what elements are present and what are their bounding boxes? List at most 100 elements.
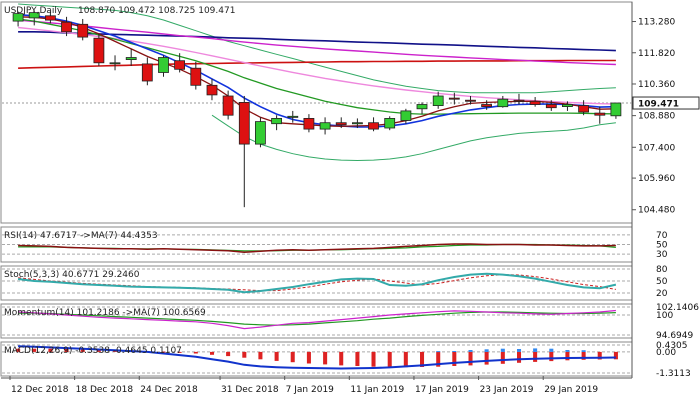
candle-body: [400, 110, 412, 121]
macd-level-label: 0.00: [656, 348, 676, 358]
macd-hist-bar: [226, 351, 231, 357]
rsi-level-label: 30: [656, 250, 668, 260]
candle-body: [206, 84, 218, 96]
bollinger-upper-line: [18, 3, 616, 94]
candle-body: [578, 105, 589, 113]
macd-line: [18, 345, 616, 370]
symbol-title: USDJPY,Daily: [4, 6, 63, 16]
candle-body: [416, 104, 428, 110]
price-tick-label: 108.880: [638, 112, 675, 122]
macd-hist-bar: [290, 351, 295, 363]
candle-body: [45, 15, 56, 21]
candle-body: [481, 104, 493, 107]
candle-body: [125, 57, 137, 60]
macd-hist-bar: [420, 351, 425, 367]
macd-pos-bar: [500, 348, 505, 352]
macd-hist-bar: [597, 351, 602, 360]
date-label: 17 Jan 2019: [415, 385, 469, 395]
macd-hist-bar: [533, 351, 538, 362]
candle-body: [465, 99, 476, 102]
ma-magenta-line: [18, 19, 616, 66]
macd-hist-bar: [387, 351, 392, 367]
rsi-level-label: 70: [656, 231, 668, 241]
macd-hist-bar: [452, 351, 457, 366]
macd-hist-bar: [355, 351, 360, 366]
macd-hist-bar: [468, 351, 473, 366]
price-tick-label: 107.400: [638, 143, 675, 153]
momentum-level-label: 100: [656, 311, 673, 321]
date-label: 31 Dec 2018: [221, 385, 279, 395]
macd-pos-bar: [468, 350, 473, 352]
macd-hist-bar: [613, 351, 618, 360]
date-label: 11 Jan 2019: [350, 385, 404, 395]
macd-level-label: -1.3113: [656, 369, 691, 379]
candle-body: [238, 102, 250, 145]
ma-blue-line: [18, 13, 616, 128]
ma-green-line: [18, 18, 616, 115]
candle-body: [368, 122, 379, 130]
price-tick-label: 105.960: [638, 174, 675, 184]
macd-hist-bar: [274, 351, 279, 361]
candle-body: [109, 62, 121, 65]
macd-pos-bar: [565, 350, 570, 352]
date-label: 12 Dec 2018: [11, 385, 69, 395]
macd-hist-bar: [581, 351, 586, 360]
stoch-k-line: [17, 272, 617, 294]
ohlc-readout: 108.870 109.472 108.725 109.471: [78, 6, 235, 16]
candle-body: [351, 122, 363, 125]
macd-hist-bar: [436, 351, 441, 367]
candle-body: [513, 99, 525, 102]
candle-body: [93, 37, 105, 64]
price-tick-label: 104.480: [638, 206, 675, 216]
rsi-line: [18, 243, 616, 253]
rsi-level-label: 50: [656, 241, 668, 251]
rsi-label: RSI(14) 47.6717 ->MA(7) 44.4353: [4, 231, 158, 241]
macd-hist-bar: [500, 351, 505, 364]
macd-hist-bar: [242, 351, 247, 358]
candle-body: [28, 12, 40, 19]
candle-body: [545, 104, 557, 109]
stoch-level-label: 20: [656, 289, 668, 299]
macd-pos-bar: [484, 349, 489, 352]
candle-body: [287, 115, 299, 118]
date-label: 7 Jan 2019: [286, 385, 334, 395]
macd-pos-bar: [533, 348, 538, 352]
candle-body: [529, 100, 541, 105]
candle-body: [61, 21, 72, 33]
stoch-level-label: 50: [656, 277, 668, 287]
momentum-level-label: 94.6949: [656, 331, 693, 341]
candle-body: [174, 60, 186, 70]
macd-hist-bar: [403, 351, 408, 368]
macd-hist-bar: [48, 348, 53, 352]
macd-hist-bar: [96, 349, 101, 352]
bollinger-lower-line: [211, 114, 616, 162]
macd-pos-bar: [436, 351, 441, 353]
macd-hist-bar: [210, 351, 215, 355]
momentum-label: Momentum(14) 101.2186 ->MA(7) 100.6569: [4, 308, 206, 318]
candle-body: [254, 121, 266, 145]
candle-body: [594, 112, 606, 116]
macd-pos-bar: [549, 348, 554, 352]
momentum-panel-frame: [0, 303, 633, 339]
candle-body: [271, 118, 283, 125]
candle-body: [610, 102, 622, 117]
candle-body: [222, 95, 234, 116]
momentum-level-label: 102.1406: [656, 303, 699, 313]
date-label: 23 Jan 2019: [480, 385, 534, 395]
macd-hist-bar: [484, 351, 489, 365]
candle-body: [158, 57, 169, 73]
momentum-line: [18, 309, 616, 330]
candle-body: [77, 23, 89, 38]
macd-pos-bar: [581, 350, 586, 352]
macd-label: MACD(12,26,9) -0.3538 -0.4645 0.1107: [4, 346, 182, 356]
momentum-ma-line: [18, 311, 616, 326]
ma-pink-line: [18, 26, 616, 105]
candle-body: [497, 98, 509, 108]
macd-pos-bar: [452, 351, 457, 352]
candle-body: [562, 104, 573, 107]
candle-body: [303, 118, 315, 130]
ma-long-navy-line: [18, 30, 616, 52]
price-tick-label: 111.820: [638, 49, 675, 59]
